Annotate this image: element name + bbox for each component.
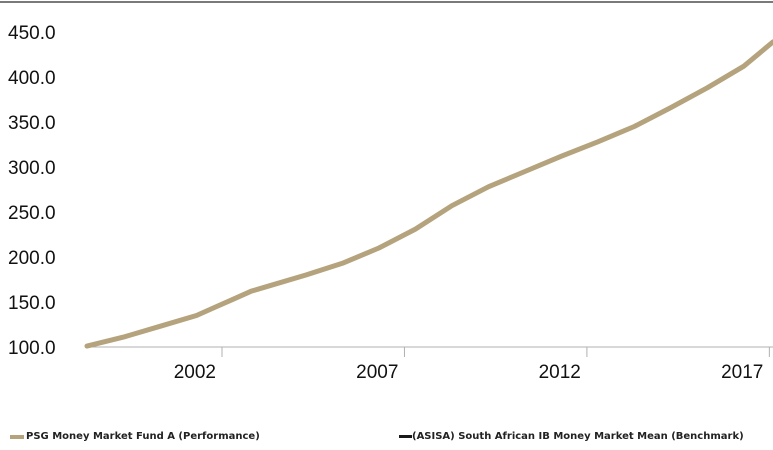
y-tick-label: 350.0 xyxy=(8,113,56,134)
y-tick-label: 150.0 xyxy=(8,293,56,314)
line-chart: 100.0 150.0 200.0 250.0 300.0 350.0 400.0 450.0… xyxy=(0,1,773,383)
y-axis: 100.0 150.0 200.0 250.0 300.0 350.0 400.0 450.0 xyxy=(8,23,56,359)
y-tick-label: 200.0 xyxy=(8,248,56,269)
x-tick-label: 2017 xyxy=(721,362,763,383)
y-tick-label: 100.0 xyxy=(8,338,56,359)
y-tick-label: 300.0 xyxy=(8,158,56,179)
y-tick-label: 450.0 xyxy=(8,23,56,44)
y-tick-label: 250.0 xyxy=(8,203,56,224)
legend-label-benchmark: (ASISA) South African IB Money Market Me… xyxy=(412,431,744,442)
x-axis: 2002 2007 2012 2017 xyxy=(174,347,770,383)
x-tick-label: 2007 xyxy=(356,362,398,383)
legend-swatch-benchmark xyxy=(399,435,412,438)
series-layer xyxy=(84,39,773,349)
series-line-performance xyxy=(84,39,773,349)
series-line-benchmark xyxy=(86,40,773,348)
x-tick-label: 2012 xyxy=(539,362,581,383)
legend-label-performance: PSG Money Market Fund A (Performance) xyxy=(26,431,260,442)
legend: PSG Money Market Fund A (Performance) (A… xyxy=(0,431,773,447)
legend-item-performance: PSG Money Market Fund A (Performance) xyxy=(10,431,260,442)
legend-swatch-performance xyxy=(10,434,24,439)
x-tick-label: 2002 xyxy=(174,362,216,383)
legend-item-benchmark: (ASISA) South African IB Money Market Me… xyxy=(399,431,744,442)
y-tick-label: 400.0 xyxy=(8,68,56,89)
